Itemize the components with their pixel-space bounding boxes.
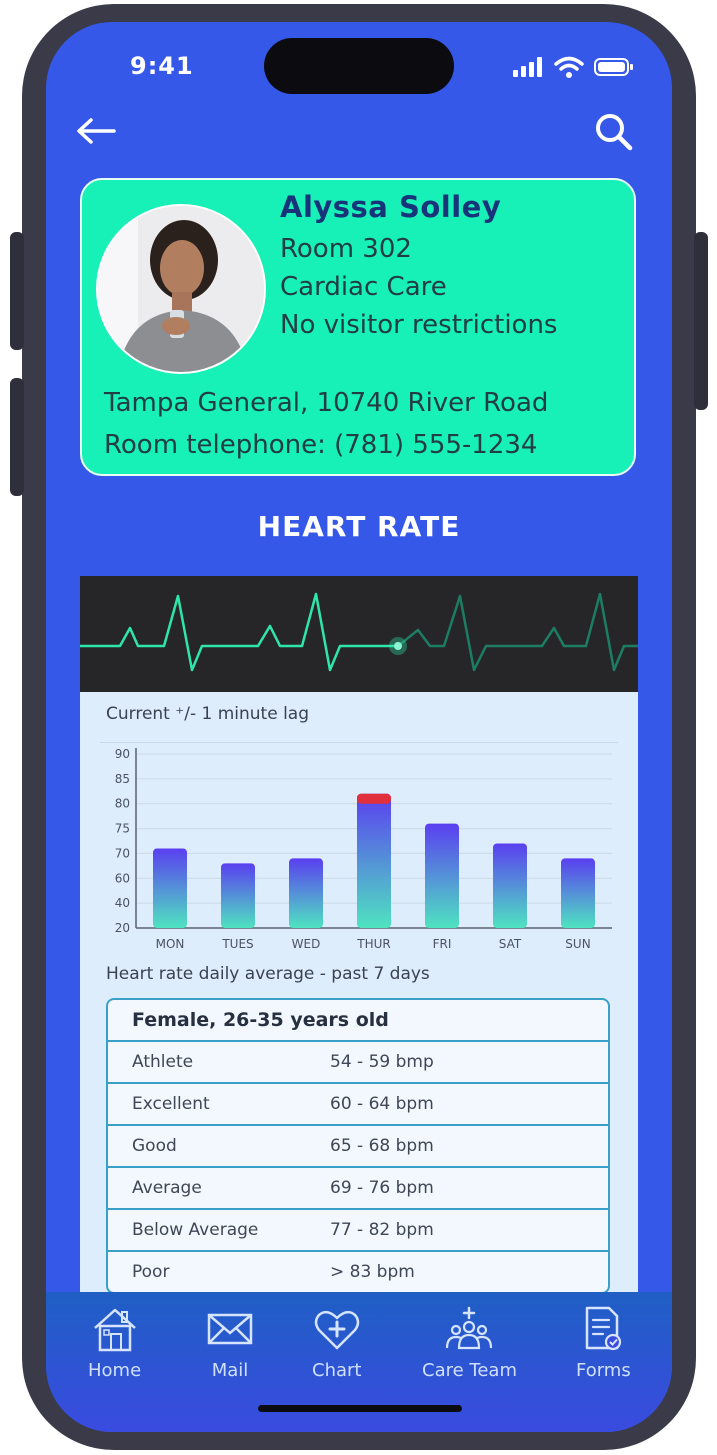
bar-highlight-thur (357, 793, 391, 804)
range-category: Excellent (132, 1094, 210, 1114)
patient-phone: Room telephone: (781) 555-1234 (104, 430, 538, 460)
patient-visitor-status: No visitor restrictions (280, 310, 558, 340)
heart-rate-title: HEART RATE (257, 510, 461, 543)
x-tick-label: TUES (221, 937, 253, 951)
status-time: 9:41 (130, 52, 194, 80)
y-tick-label: 60 (115, 871, 130, 885)
y-tick-label: 90 (115, 747, 130, 761)
table-header: Female, 26-35 years old (108, 1000, 608, 1042)
bar-thur (357, 793, 391, 928)
bar-wed (289, 858, 323, 928)
y-tick-label: 80 (115, 797, 130, 811)
lag-label: Current ⁺/- 1 minute lag (106, 704, 310, 724)
table-row: Good 65 - 68 bpm (108, 1126, 608, 1168)
heart-rate-chart: 20 40 60 70 75 80 85 90 MON TUES WED THUR FRI SAT SUN (115, 747, 612, 951)
heart-rate-panel: Current ⁺/- 1 minute lag 20 40 60 70 75 80 85 9… (80, 692, 638, 1312)
y-tick-label: 85 (115, 772, 130, 786)
x-tick-label: WED (292, 937, 321, 951)
patient-avatar (96, 204, 266, 374)
tab-forms[interactable]: Forms (576, 1306, 631, 1381)
search-icon (596, 114, 633, 151)
y-tick-label: 75 (115, 822, 130, 836)
envelope-icon (207, 1313, 253, 1345)
daily-average-caption: Heart rate daily average - past 7 days (106, 964, 430, 984)
team-icon (446, 1306, 493, 1350)
home-indicator[interactable] (258, 1405, 462, 1412)
tab-mail-label: Mail (211, 1360, 249, 1381)
back-button[interactable] (76, 118, 116, 148)
table-row: Athlete 54 - 59 bmp (108, 1042, 608, 1084)
range-value: 77 - 82 bpm (330, 1220, 434, 1240)
house-icon (93, 1308, 136, 1352)
table-row: Excellent 60 - 64 bpm (108, 1084, 608, 1126)
divider (100, 742, 618, 743)
x-tick-label: FRI (433, 937, 452, 951)
patient-name: Alyssa Solley (280, 190, 502, 224)
x-tick-label: SUN (565, 937, 590, 951)
status-icons (512, 56, 634, 78)
range-category: Good (132, 1136, 177, 1156)
bar-mon (153, 848, 187, 928)
range-category: Poor (132, 1262, 170, 1282)
side-button-left-bottom (10, 378, 24, 496)
range-value: 60 - 64 bpm (330, 1094, 434, 1114)
range-value: 54 - 59 bmp (330, 1052, 434, 1072)
bar-sun (561, 858, 595, 928)
side-button-left-top (10, 232, 24, 350)
wifi-icon (554, 56, 584, 78)
ekg-monitor (80, 576, 638, 692)
range-category: Below Average (132, 1220, 259, 1240)
tab-care-team-label: Care Team (422, 1360, 517, 1381)
range-value: 65 - 68 bpm (330, 1136, 434, 1156)
tab-care-team[interactable]: Care Team (422, 1306, 517, 1381)
bar-fri (425, 823, 459, 928)
signal-icon (513, 57, 542, 77)
table-row: Poor > 83 bpm (108, 1252, 608, 1292)
range-value: > 83 bpm (330, 1262, 415, 1282)
side-button-right (694, 232, 708, 410)
range-value: 69 - 76 bpm (330, 1178, 434, 1198)
x-tick-label: MON (156, 937, 185, 951)
tab-home-label: Home (88, 1360, 142, 1381)
dynamic-island (264, 38, 454, 94)
table-row: Below Average 77 - 82 bpm (108, 1210, 608, 1252)
table-row: Average 69 - 76 bpm (108, 1168, 608, 1210)
search-button[interactable] (594, 112, 634, 156)
tab-home[interactable]: Home (88, 1306, 141, 1381)
patient-room: Room 302 (280, 234, 412, 264)
bar-tues (221, 863, 255, 928)
tab-chart-label: Chart (312, 1360, 362, 1381)
range-category: Average (132, 1178, 202, 1198)
battery-icon (594, 58, 633, 76)
x-tick-label: THUR (356, 937, 390, 951)
patient-address: Tampa General, 10740 River Road (104, 388, 549, 418)
patient-unit: Cardiac Care (280, 272, 447, 302)
phone-screen: 9:41 (46, 22, 672, 1432)
patient-photo (98, 206, 264, 372)
heart-rate-range-table: Female, 26-35 years old Athlete 54 - 59 … (106, 998, 610, 1294)
heart-plus-icon (314, 1310, 359, 1350)
tab-mail[interactable]: Mail (206, 1306, 254, 1381)
ekg-waveform (80, 592, 638, 672)
tab-chart[interactable]: Chart (312, 1306, 361, 1381)
tab-forms-label: Forms (576, 1360, 631, 1381)
form-icon (586, 1306, 622, 1351)
y-tick-label: 70 (115, 846, 130, 860)
patient-card: Alyssa Solley Room 302 Cardiac Care No v… (80, 178, 636, 476)
bar-sat (493, 843, 527, 928)
y-tick-label: 40 (115, 896, 130, 910)
range-category: Athlete (132, 1052, 194, 1072)
x-tick-label: SAT (499, 937, 522, 951)
y-tick-label: 20 (115, 921, 130, 935)
arrow-left-icon (77, 118, 116, 144)
